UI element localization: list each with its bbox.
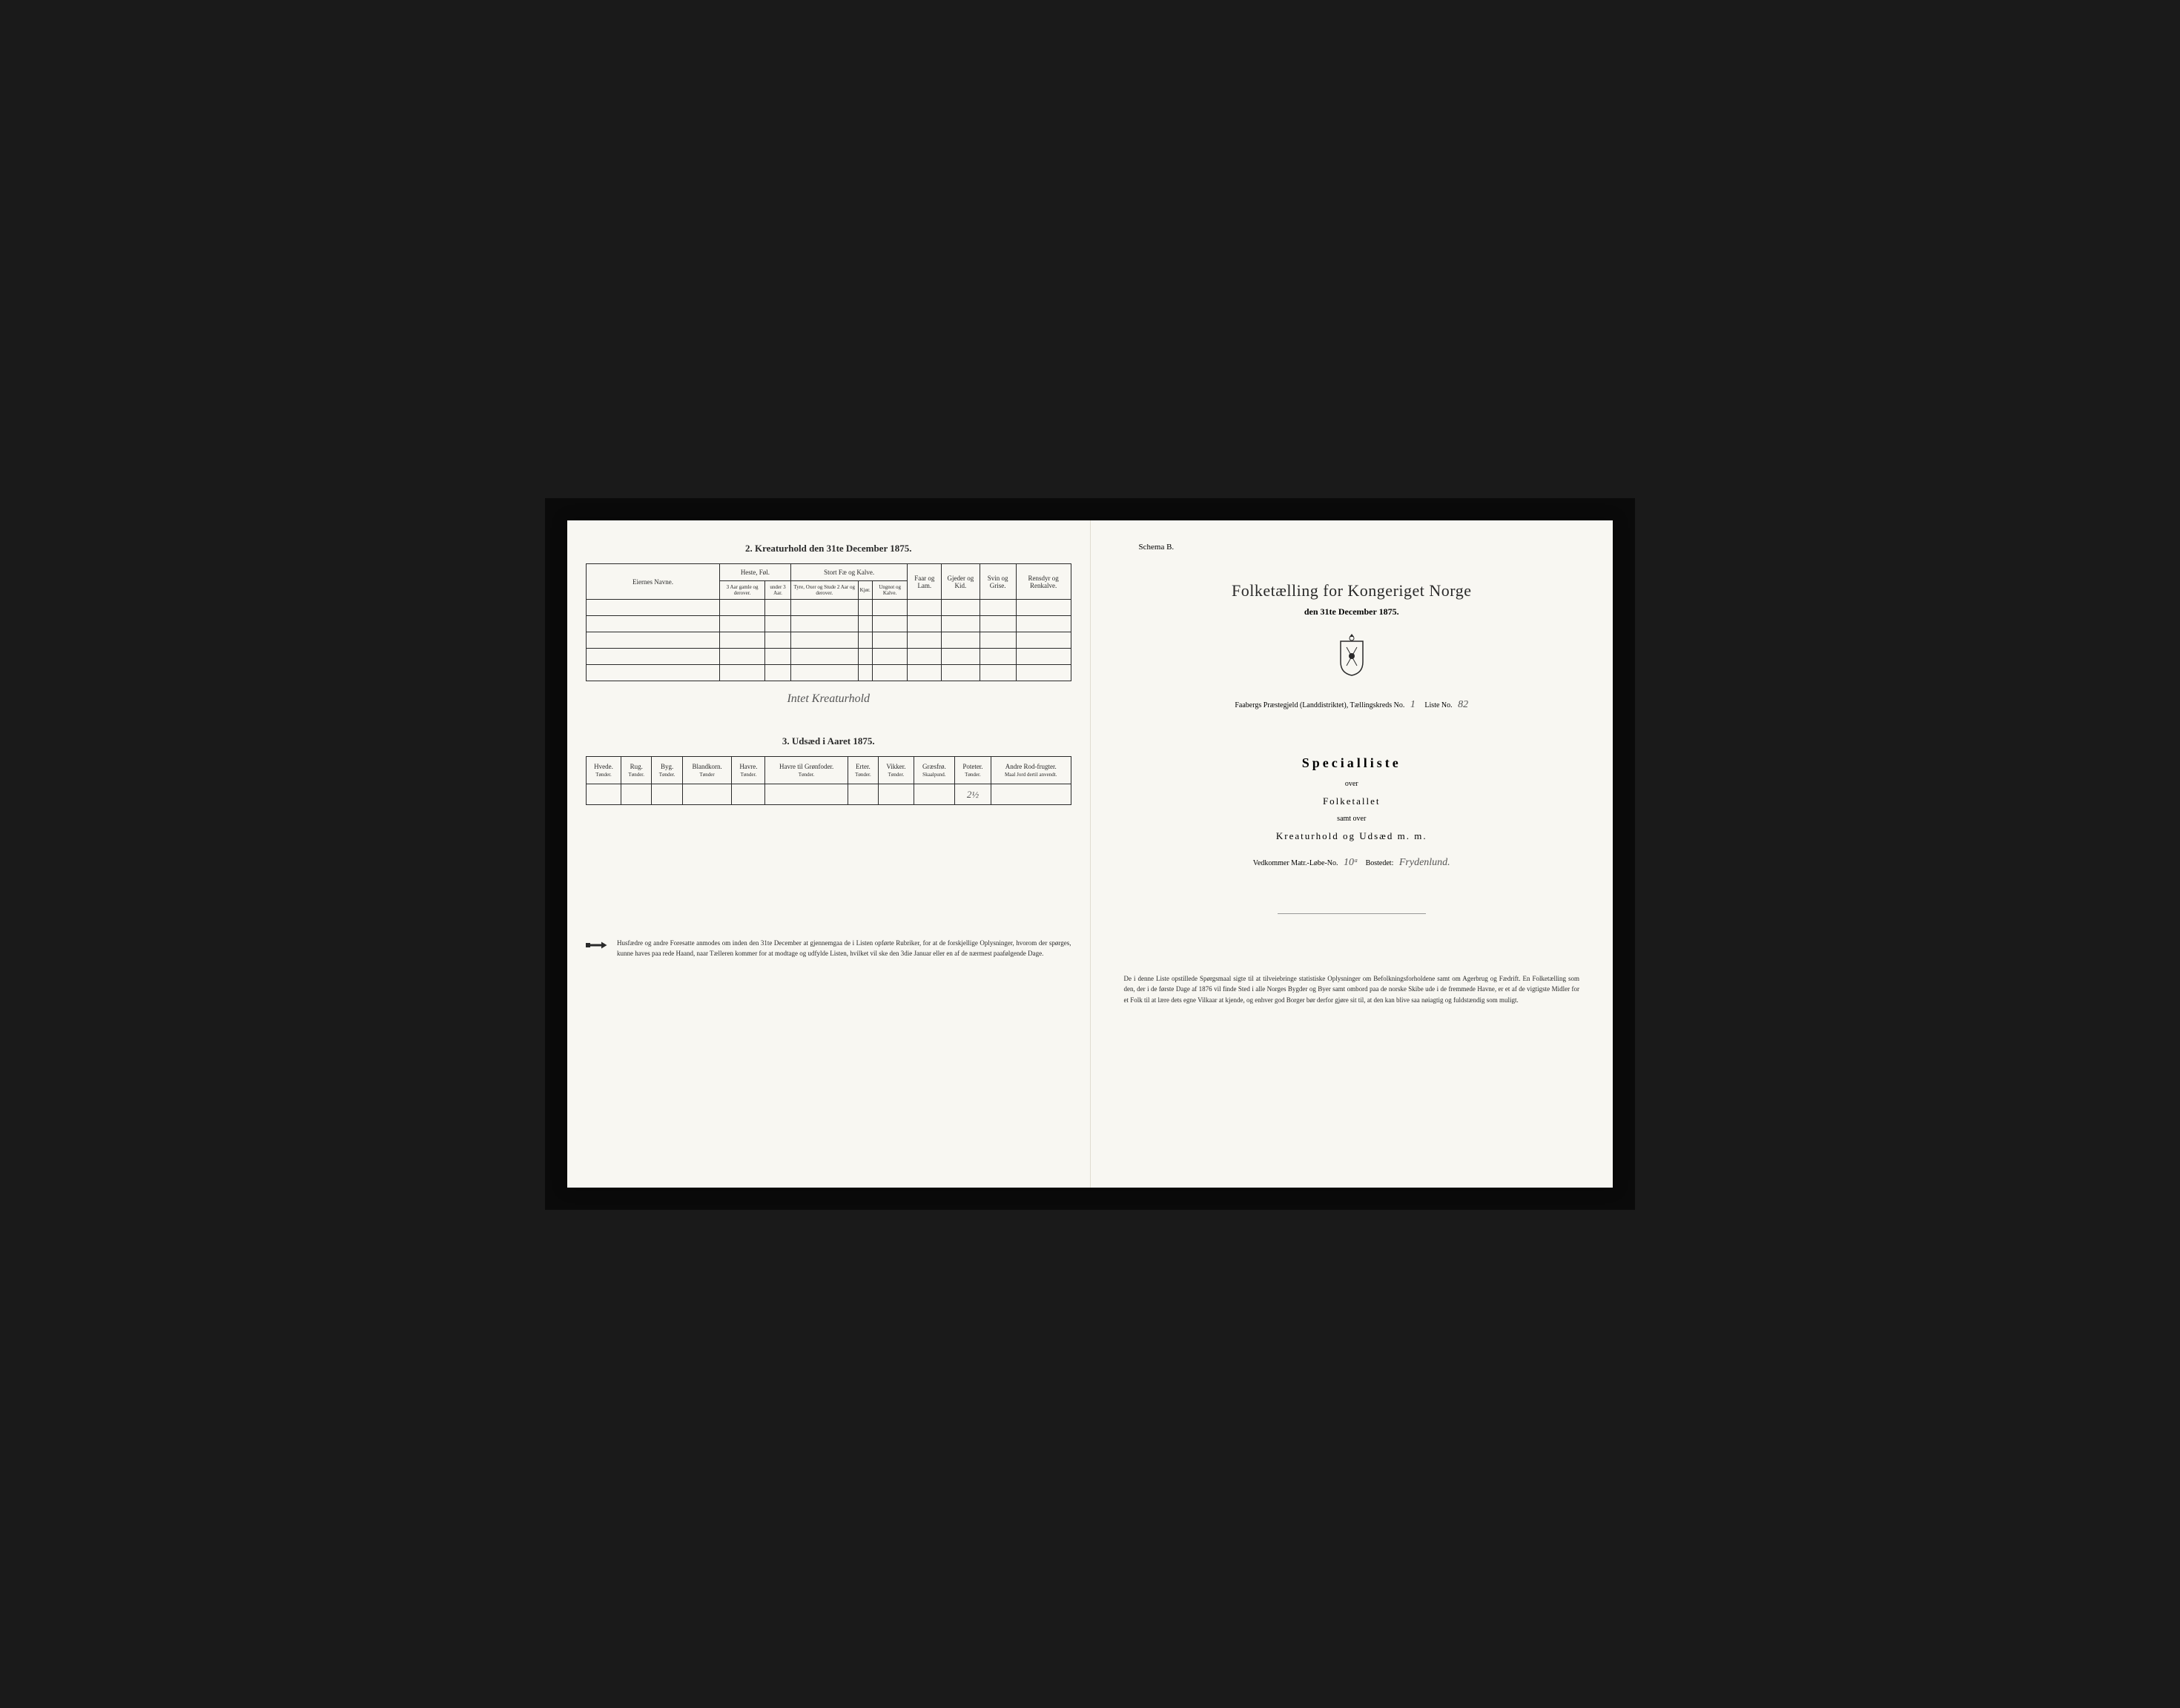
pointing-hand-icon: [586, 939, 608, 952]
sub-tyre: Tyre, Oxer og Stude 2 Aar og derover.: [790, 581, 858, 600]
table3-col-header: Erter.Tønder.: [848, 757, 878, 784]
bostedet-value: Frydenlund.: [1399, 857, 1450, 868]
table3-col-header: Vikker.Tønder.: [879, 757, 914, 784]
folketallet-label: Folketallet: [1109, 795, 1595, 807]
sub-kjor: Kjør.: [858, 581, 872, 600]
main-date: den 31te December 1875.: [1109, 606, 1595, 618]
table3-col-header: Poteter.Tønder.: [954, 757, 991, 784]
table-row: [587, 600, 1071, 616]
col-faar: Faar og Lam.: [908, 564, 942, 600]
table-row: [587, 632, 1071, 649]
col-heste: Heste, Føl.: [720, 564, 791, 581]
matr-line: Vedkommer Matr.-Løbe-No. 10ᵃ Bostedet: F…: [1109, 857, 1595, 869]
matr-label: Vedkommer Matr.-Løbe-No.: [1253, 859, 1338, 867]
left-page: 2. Kreaturhold den 31te December 1875. E…: [567, 520, 1091, 1188]
table3-cell: [765, 784, 848, 805]
table3-col-header: Græsfrø.Skaalpund.: [914, 757, 954, 784]
table3-cell: [732, 784, 765, 805]
table3-col-header: Byg.Tønder.: [652, 757, 682, 784]
table3-col-header: Havre.Tønder.: [732, 757, 765, 784]
coat-of-arms-icon: [1333, 632, 1370, 677]
table3-cell: 2½: [954, 784, 991, 805]
kreaturhold-table: Eiernes Navne. Heste, Føl. Stort Fæ og K…: [586, 563, 1071, 681]
table3-cell: [991, 784, 1071, 805]
sub-3aar: 3 Aar gamle og derover.: [720, 581, 765, 600]
divider: [1278, 913, 1426, 914]
table3-cell: [848, 784, 878, 805]
over-label: over: [1109, 780, 1595, 788]
table3-header-row: Hvede.Tønder.Rug.Tønder.Byg.Tønder.Bland…: [587, 757, 1071, 784]
table3-col-header: Rug.Tønder.: [621, 757, 652, 784]
table3-col-header: Blandkorn.Tønder: [682, 757, 732, 784]
notice-text: Husfædre og andre Foresatte anmodes om i…: [617, 939, 1071, 959]
col-stort: Stort Fæ og Kalve.: [790, 564, 908, 581]
document-spread: 2. Kreaturhold den 31te December 1875. E…: [567, 520, 1613, 1188]
notice-block: Husfædre og andre Foresatte anmodes om i…: [586, 939, 1071, 959]
liste-label: Liste No.: [1424, 701, 1452, 709]
table-row: [587, 649, 1071, 665]
parish-prefix: Faabergs Præstegjeld (Landdistriktet), T…: [1235, 701, 1404, 709]
col-svin: Svin og Grise.: [980, 564, 1016, 600]
kreatur-label: Kreaturhold og Udsæd m. m.: [1109, 830, 1595, 842]
section3-title: 3. Udsæd i Aaret 1875.: [586, 735, 1071, 747]
right-page: Schema B. Folketælling for Kongeriget No…: [1091, 520, 1613, 1188]
table3-cell: [587, 784, 621, 805]
table3-col-header: Andre Rod-frugter.Maal Jord dertil anven…: [991, 757, 1071, 784]
table3-col-header: Hvede.Tønder.: [587, 757, 621, 784]
document-frame: 2. Kreaturhold den 31te December 1875. E…: [545, 498, 1635, 1210]
schema-label: Schema B.: [1139, 543, 1595, 552]
table3-cell: [652, 784, 682, 805]
main-title: Folketælling for Kongeriget Norge: [1109, 581, 1595, 600]
parish-line: Faabergs Præstegjeld (Landdistriktet), T…: [1109, 699, 1595, 711]
bottom-paragraph: De i denne Liste opstillede Spørgsmaal s…: [1109, 973, 1595, 1005]
liste-no: 82: [1458, 699, 1468, 710]
udsaed-table: Hvede.Tønder.Rug.Tønder.Byg.Tønder.Bland…: [586, 756, 1071, 805]
sub-ungnot: Ungnot og Kalve.: [872, 581, 908, 600]
bostedet-label: Bostedet:: [1366, 859, 1394, 867]
kreds-no: 1: [1410, 699, 1416, 710]
table3-cell: [621, 784, 652, 805]
table3-value-row: 2½: [587, 784, 1071, 805]
handwritten-kreaturhold: Intet Kreaturhold: [586, 692, 1071, 706]
specialliste-title: Specialliste: [1109, 755, 1595, 771]
table3-cell: [682, 784, 732, 805]
section2-title: 2. Kreaturhold den 31te December 1875.: [586, 543, 1071, 555]
matr-no: 10ᵃ: [1344, 857, 1358, 868]
col-rensdyr: Rensdyr og Renkalve.: [1016, 564, 1071, 600]
table3-cell: [914, 784, 954, 805]
table-row: [587, 616, 1071, 632]
table3-col-header: Havre til Grønfoder.Tønder.: [765, 757, 848, 784]
col-gjeder: Gjeder og Kid.: [942, 564, 980, 600]
samt-label: samt over: [1109, 815, 1595, 823]
sub-under3: under 3 Aar.: [765, 581, 791, 600]
table3-cell: [879, 784, 914, 805]
col-eiernes: Eiernes Navne.: [587, 564, 720, 600]
table-row: [587, 665, 1071, 681]
